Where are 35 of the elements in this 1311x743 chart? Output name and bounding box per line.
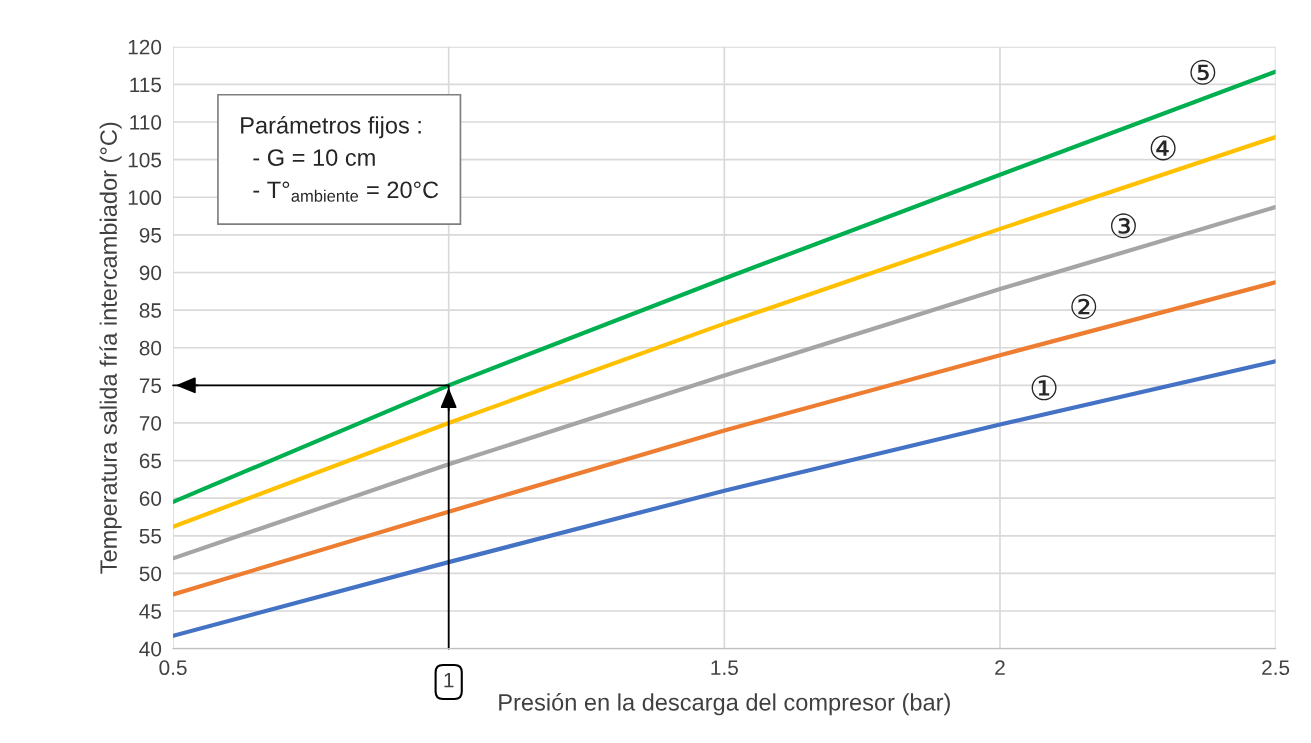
y-tick-label: 110 [130, 115, 162, 130]
line-series [173, 204, 1276, 561]
x-tick-label: 0.5 [159, 660, 187, 676]
y-tick-label: 120 [128, 39, 162, 55]
ref-line-label: 1 [444, 673, 454, 688]
series-label: ① [1031, 375, 1057, 401]
x-tick-label: 2 [995, 660, 1005, 675]
y-tick-label: 100 [128, 190, 162, 206]
annotation: - T°$_{ambiente}$ = 20°C [253, 181, 439, 202]
line-series [173, 359, 1276, 638]
y-tick-label: 85 [139, 303, 162, 318]
y-tick-label: 55 [139, 529, 162, 544]
y-tick-label: 75 [139, 378, 162, 394]
y-tick-label: 80 [139, 340, 162, 356]
series-label: ② [1071, 294, 1097, 319]
y-tick-label: 45 [139, 604, 162, 619]
series-label: ⑤ [1190, 59, 1216, 85]
y-tick-label: 65 [139, 453, 162, 469]
line-series [173, 280, 1276, 597]
series-label: ③ [1110, 213, 1136, 239]
y-tick-label: 105 [128, 152, 162, 168]
y-axis-title: Temperatura salida fría intercambiador (°C) [99, 122, 122, 574]
y-tick-label: 95 [139, 227, 162, 243]
y-tick-label: 70 [139, 415, 162, 431]
y-tick-label: 50 [139, 566, 162, 582]
x-tick-label: 1.5 [711, 660, 738, 676]
x-axis-title: Presión en la descarga del compresor (bar) [499, 693, 950, 716]
y-tick-label: 90 [139, 265, 162, 281]
series-label: ④ [1150, 135, 1176, 161]
annotation: - G = 10 cm [253, 149, 375, 166]
x-tick-label: 2.5 [1262, 660, 1290, 676]
y-tick-label: 40 [139, 641, 162, 657]
annotation: Parámetros fijos : [241, 116, 421, 139]
y-tick-label: 60 [139, 491, 162, 506]
y-tick-label: 115 [130, 77, 162, 93]
